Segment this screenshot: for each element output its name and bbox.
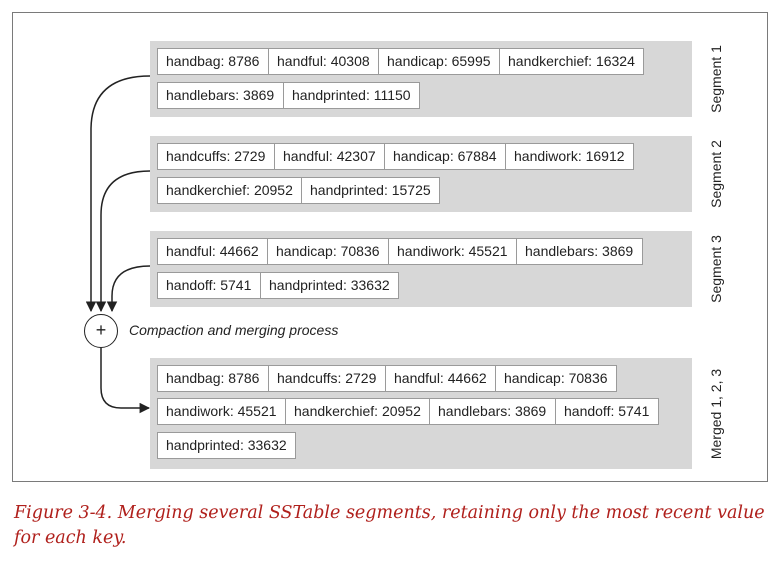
key-value-cell: handlebars: 3869 [429, 398, 556, 425]
key-value-cell: handoff: 5741 [555, 398, 659, 425]
key-value-cell: handprinted: 11150 [283, 82, 420, 109]
key-value-cell: handprinted: 33632 [157, 432, 296, 459]
key-value-cell: handkerchief: 20952 [285, 398, 430, 425]
key-value-cell: handcuffs: 2729 [268, 365, 386, 392]
key-value-cell: handkerchief: 20952 [157, 177, 302, 204]
key-value-cell: handicap: 65995 [378, 48, 500, 75]
key-value-cell: handbag: 8786 [157, 365, 269, 392]
key-value-cell: handlebars: 3869 [516, 238, 643, 265]
key-value-cell: handlebars: 3869 [157, 82, 284, 109]
key-value-cell: handiwork: 16912 [505, 143, 634, 170]
key-value-cell: handoff: 5741 [157, 272, 261, 299]
figure-caption: Figure 3-4. Merging several SSTable segm… [14, 503, 765, 548]
arrow-segment-1 [85, 75, 151, 313]
key-value-cell: handful: 44662 [385, 365, 496, 392]
key-value-cell: handiwork: 45521 [157, 398, 286, 425]
arrow-segment-3 [106, 265, 151, 313]
diagram-frame [12, 12, 768, 482]
key-value-cell: handful: 44662 [157, 238, 268, 265]
key-value-cell: handful: 42307 [274, 143, 385, 170]
merge-plus-symbol: + [84, 314, 118, 348]
key-value-cell: handicap: 67884 [384, 143, 506, 170]
key-value-cell: handbag: 8786 [157, 48, 269, 75]
arrow-segment-2 [95, 170, 151, 313]
key-value-cell: handicap: 70836 [495, 365, 617, 392]
key-value-cell: handkerchief: 16324 [499, 48, 644, 75]
arrow-merged-output [100, 348, 151, 414]
key-value-cell: handprinted: 15725 [301, 177, 440, 204]
key-value-cell: handprinted: 33632 [260, 272, 399, 299]
compaction-process-label: Compaction and merging process [129, 322, 339, 338]
key-value-cell: handiwork: 45521 [388, 238, 517, 265]
key-value-cell: handicap: 70836 [267, 238, 389, 265]
